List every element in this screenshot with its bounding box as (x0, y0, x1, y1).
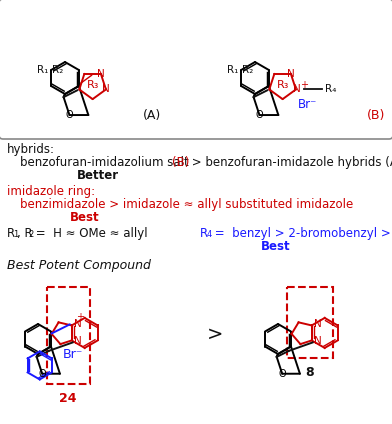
Text: N: N (293, 84, 301, 95)
Text: R: R (7, 227, 15, 240)
Text: hybrids:: hybrids: (7, 143, 55, 156)
Text: R₁: R₁ (37, 65, 48, 75)
Text: benzimidazole > imidazole ≈ allyl substituted imidazole: benzimidazole > imidazole ≈ allyl substi… (20, 198, 353, 211)
Text: R₂: R₂ (242, 65, 253, 75)
Text: O: O (66, 110, 73, 120)
Text: 2: 2 (28, 230, 33, 239)
Text: =  benzyl > 2-bromobenzyl > butyl: = benzyl > 2-bromobenzyl > butyl (211, 227, 392, 240)
Text: N: N (97, 69, 105, 79)
Text: Br⁻: Br⁻ (298, 98, 318, 111)
Text: R₄: R₄ (325, 84, 336, 95)
Text: >: > (207, 324, 223, 343)
Text: Best: Best (261, 240, 291, 253)
Text: R₁: R₁ (227, 65, 238, 75)
Text: R: R (200, 227, 208, 240)
Text: N: N (102, 84, 110, 95)
Text: O: O (278, 369, 286, 379)
Text: (A): (A) (143, 109, 161, 122)
Text: 4: 4 (207, 230, 212, 239)
Text: N: N (287, 69, 295, 79)
Text: (B): (B) (172, 156, 189, 169)
Text: N: N (314, 336, 321, 346)
Text: R₃: R₃ (276, 80, 289, 90)
Text: N: N (74, 319, 82, 329)
Text: O: O (256, 110, 263, 120)
Text: Better: Better (77, 169, 119, 182)
Text: imidazole ring:: imidazole ring: (7, 185, 95, 198)
Text: (B): (B) (367, 109, 385, 122)
Text: N: N (74, 336, 82, 346)
Text: > benzofuran-imidazole hybrids (A): > benzofuran-imidazole hybrids (A) (188, 156, 392, 169)
Text: benzofuran-imidazolium salt: benzofuran-imidazolium salt (20, 156, 192, 169)
Text: =  H ≈ OMe ≈ allyl: = H ≈ OMe ≈ allyl (32, 227, 148, 240)
Text: , R: , R (17, 227, 33, 240)
Text: +: + (76, 312, 84, 322)
Text: 1: 1 (13, 230, 18, 239)
Text: 8: 8 (305, 366, 314, 379)
Text: N: N (314, 319, 321, 329)
Bar (287, 287, 333, 358)
FancyBboxPatch shape (0, 0, 392, 139)
Text: Best Potent Compound: Best Potent Compound (7, 259, 151, 272)
Text: +: + (300, 81, 308, 90)
Text: R₃: R₃ (86, 80, 99, 90)
Bar (47, 287, 90, 385)
Text: Best: Best (70, 211, 100, 224)
Text: O: O (38, 369, 46, 379)
Text: Br⁻: Br⁻ (63, 349, 83, 361)
Text: 24: 24 (60, 393, 77, 405)
Text: R₂: R₂ (52, 65, 63, 75)
